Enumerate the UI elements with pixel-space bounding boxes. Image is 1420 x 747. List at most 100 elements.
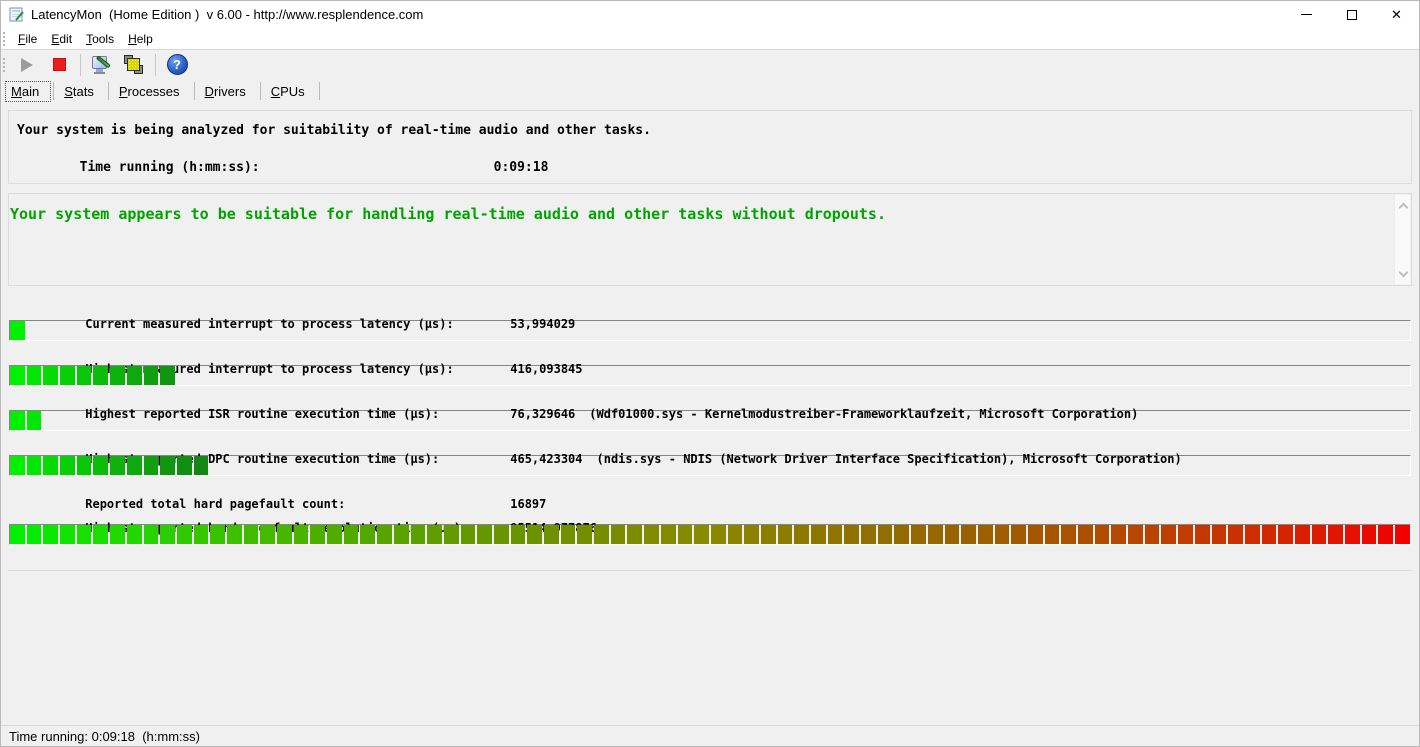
bar-segment bbox=[1211, 525, 1227, 544]
bar-segment bbox=[1194, 525, 1210, 544]
bar-segment bbox=[994, 525, 1010, 544]
bar-segment bbox=[811, 525, 826, 544]
chevron-down-icon bbox=[1398, 267, 1408, 277]
bar-segment bbox=[60, 456, 75, 475]
bar-segment bbox=[727, 525, 743, 544]
time-running-row: Time running (h:mm:ss): 0:09:18 bbox=[17, 145, 1403, 190]
bar-segment bbox=[944, 525, 960, 544]
analysis-status-panel: Your system is being analyzed for suitab… bbox=[8, 110, 1412, 184]
bar-segment bbox=[1311, 525, 1327, 544]
bar-segment bbox=[160, 525, 175, 544]
bar-segment bbox=[927, 525, 943, 544]
bar-segment bbox=[977, 525, 993, 544]
verdict-message: Your system appears to be suitable for h… bbox=[10, 205, 886, 223]
bar-segment bbox=[43, 525, 59, 544]
bar-segment bbox=[677, 525, 693, 544]
bar-segment bbox=[26, 411, 42, 430]
bar-segment bbox=[1278, 525, 1293, 544]
bar-segment bbox=[176, 525, 192, 544]
scroll-up-button[interactable] bbox=[1395, 197, 1411, 213]
analyze-system-button[interactable] bbox=[88, 52, 116, 78]
bar-segment bbox=[26, 525, 42, 544]
menu-file[interactable]: File bbox=[18, 31, 38, 46]
metric-label-row: Highest reported ISR routine execution t… bbox=[8, 393, 1412, 421]
metric-label: Reported total hard pagefault count: bbox=[85, 497, 346, 511]
bar-segment bbox=[10, 321, 25, 340]
bar-segment bbox=[327, 525, 342, 544]
title-bar: LatencyMon (Home Edition ) v 6.00 - http… bbox=[1, 1, 1419, 28]
bar-segment bbox=[877, 525, 893, 544]
bar-segment bbox=[110, 525, 125, 544]
bar-segment bbox=[60, 525, 75, 544]
metric-label-row: Highest measured interrupt to process la… bbox=[8, 348, 1412, 376]
bar-segment bbox=[1378, 525, 1394, 544]
bar-segment bbox=[176, 456, 192, 475]
tab-main[interactable]: Main bbox=[5, 80, 52, 102]
bar-segment bbox=[844, 525, 860, 544]
start-monitor-button[interactable] bbox=[13, 52, 41, 78]
status-bar-text: Time running: 0:09:18 (h:mm:ss) bbox=[9, 728, 200, 744]
scroll-down-button[interactable] bbox=[1395, 266, 1411, 282]
bar-segment bbox=[1044, 525, 1060, 544]
processes-window-button[interactable] bbox=[120, 52, 148, 78]
bar-segment bbox=[360, 525, 376, 544]
help-button[interactable]: ? bbox=[163, 52, 191, 78]
bar-segment bbox=[1078, 525, 1093, 544]
latency-bar bbox=[9, 410, 1411, 431]
latency-bar bbox=[9, 524, 1411, 545]
bar-segment bbox=[1011, 525, 1026, 544]
metrics-section: Current measured interrupt to process la… bbox=[8, 303, 1412, 571]
bar-segment bbox=[10, 525, 25, 544]
maximize-icon bbox=[1346, 9, 1357, 20]
window-title: LatencyMon (Home Edition ) v 6.00 - http… bbox=[31, 7, 424, 22]
menu-edit[interactable]: Edit bbox=[51, 31, 73, 46]
toolbar: ? bbox=[1, 49, 1419, 79]
metric-dpc-time: Highest reported DPC routine execution t… bbox=[8, 438, 1412, 476]
bar-segment bbox=[477, 525, 492, 544]
latency-bar bbox=[9, 365, 1411, 386]
bar-segment bbox=[744, 525, 759, 544]
close-button[interactable]: ✕ bbox=[1374, 1, 1419, 28]
time-running-label: Time running (h:mm:ss): bbox=[79, 160, 260, 175]
bar-segment bbox=[1361, 525, 1377, 544]
bar-segment bbox=[93, 366, 109, 385]
maximize-button[interactable] bbox=[1329, 1, 1374, 28]
tab-drivers[interactable]: Drivers bbox=[204, 83, 246, 99]
metric-value: 53,994029 bbox=[510, 317, 576, 331]
tab-bar: Main Stats Processes Drivers CPUs bbox=[1, 79, 1419, 103]
metric-isr-time: Highest reported ISR routine execution t… bbox=[8, 393, 1412, 431]
bar-segment bbox=[126, 525, 142, 544]
bar-segment bbox=[1161, 525, 1177, 544]
bar-segment bbox=[43, 456, 59, 475]
stop-monitor-button[interactable] bbox=[45, 52, 73, 78]
bar-segment bbox=[644, 525, 659, 544]
bar-segment bbox=[1111, 525, 1127, 544]
bar-segment bbox=[760, 525, 776, 544]
chevron-up-icon bbox=[1398, 202, 1408, 212]
menu-tools[interactable]: Tools bbox=[86, 31, 115, 46]
bar-segment bbox=[1228, 525, 1243, 544]
stop-icon bbox=[52, 58, 66, 71]
bar-segment bbox=[627, 525, 643, 544]
main-panel: Your system is being analyzed for suitab… bbox=[1, 103, 1419, 725]
verdict-scrollbar[interactable] bbox=[1394, 195, 1410, 284]
bar-segment bbox=[427, 525, 442, 544]
bar-segment bbox=[393, 525, 409, 544]
tab-stats[interactable]: Stats bbox=[64, 83, 94, 99]
bar-segment bbox=[544, 525, 559, 544]
bar-segment bbox=[310, 525, 326, 544]
bar-segment bbox=[60, 366, 75, 385]
minimize-button[interactable] bbox=[1284, 1, 1329, 28]
bar-segment bbox=[510, 525, 526, 544]
bar-segment bbox=[911, 525, 926, 544]
menu-help[interactable]: Help bbox=[128, 31, 153, 46]
tab-processes[interactable]: Processes bbox=[118, 83, 180, 99]
metric-driver-info: (Wdf01000.sys - Kernelmodustreiber-Frame… bbox=[589, 407, 1139, 421]
tab-separator bbox=[53, 82, 55, 100]
bar-segment bbox=[577, 525, 593, 544]
analysis-status-text: Your system is being analyzed for suitab… bbox=[17, 123, 651, 138]
tab-cpus[interactable]: CPUs bbox=[270, 83, 305, 99]
bar-segment bbox=[193, 456, 209, 475]
bar-segment bbox=[961, 525, 976, 544]
bar-segment bbox=[93, 525, 109, 544]
